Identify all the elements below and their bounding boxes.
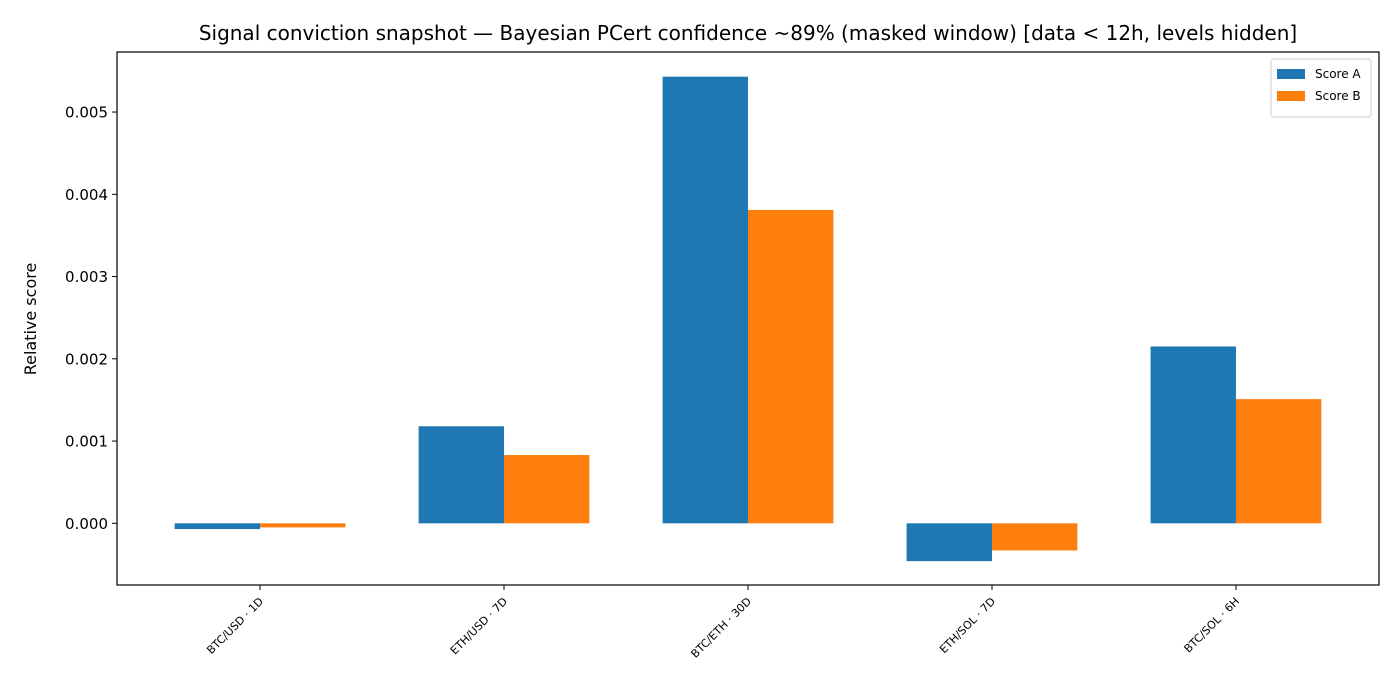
legend-label: Score A bbox=[1315, 67, 1361, 81]
bar bbox=[260, 523, 346, 528]
legend: Score A Score B bbox=[1270, 58, 1372, 118]
bar bbox=[662, 76, 748, 524]
chart-title: Signal conviction snapshot — Bayesian PC… bbox=[199, 21, 1297, 45]
legend-swatch bbox=[1277, 91, 1305, 101]
axes-frame bbox=[116, 51, 1380, 586]
bar bbox=[418, 426, 505, 524]
y-tick-label: 0.003 bbox=[65, 268, 108, 286]
bar bbox=[991, 523, 1078, 551]
y-tick-label: 0.000 bbox=[65, 515, 108, 533]
bar bbox=[748, 209, 834, 524]
bar bbox=[1150, 346, 1236, 524]
y-axis-label: Relative score bbox=[21, 263, 40, 376]
y-tick-label: 0.001 bbox=[65, 433, 108, 451]
legend-label: Score B bbox=[1315, 89, 1361, 103]
bar bbox=[906, 523, 992, 562]
bar bbox=[1235, 399, 1322, 524]
bar bbox=[504, 455, 590, 524]
y-tick-label: 0.004 bbox=[65, 186, 108, 204]
legend-swatch bbox=[1277, 69, 1305, 79]
y-tick-label: 0.002 bbox=[65, 350, 108, 368]
bar bbox=[174, 523, 261, 530]
y-tick-label: 0.005 bbox=[65, 104, 108, 122]
